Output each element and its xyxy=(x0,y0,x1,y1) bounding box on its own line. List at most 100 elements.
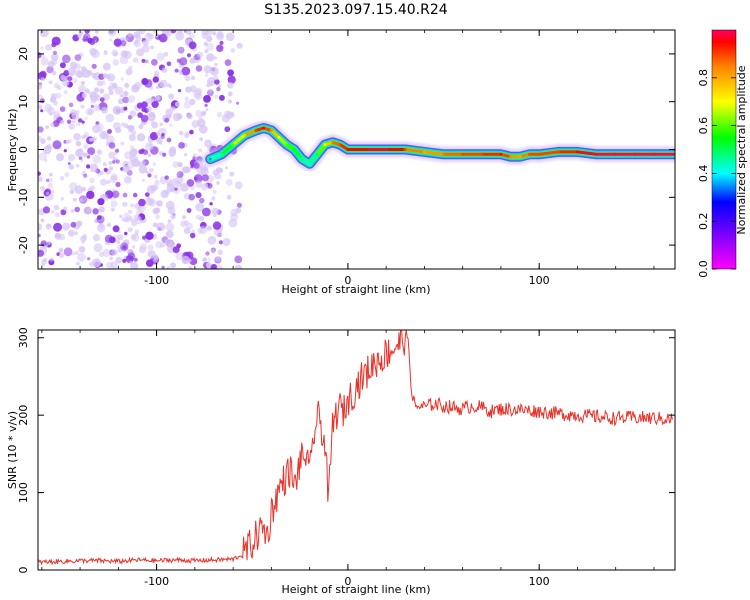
signal-track-point xyxy=(499,152,503,156)
noise-dot xyxy=(216,44,224,52)
noise-dot xyxy=(104,234,113,243)
noise-dot xyxy=(53,204,60,211)
noise-dot xyxy=(174,187,178,191)
noise-dot xyxy=(70,73,74,77)
noise-dot xyxy=(216,86,221,92)
colorbar-frame xyxy=(711,29,737,270)
noise-dot xyxy=(154,175,158,179)
noise-dot xyxy=(113,51,119,57)
noise-dot xyxy=(81,92,88,99)
noise-dot xyxy=(145,97,153,104)
noise-dot xyxy=(145,259,154,268)
noise-dot xyxy=(138,165,148,174)
noise-dot xyxy=(165,108,173,117)
noise-dot xyxy=(176,58,181,63)
noise-dot xyxy=(98,251,105,258)
noise-dot xyxy=(225,179,233,186)
noise-dot xyxy=(102,248,112,258)
noise-dot xyxy=(99,170,104,176)
noise-dot xyxy=(227,91,233,97)
noise-dot xyxy=(77,118,83,123)
noise-dot xyxy=(53,110,61,118)
noise-dot xyxy=(121,217,126,222)
signal-track-point xyxy=(423,150,426,154)
noise-dot xyxy=(40,185,45,191)
noise-dot xyxy=(178,142,185,149)
noise-dot xyxy=(38,233,41,238)
noise-dot xyxy=(96,223,106,233)
noise-dot xyxy=(166,266,170,269)
noise-dot xyxy=(122,245,127,250)
noise-dot xyxy=(191,229,196,234)
noise-dot xyxy=(178,69,182,73)
noise-dot xyxy=(218,94,225,101)
noise-dot xyxy=(74,185,84,194)
noise-dot xyxy=(203,41,208,47)
signal-track-segment xyxy=(422,150,445,156)
y-tick-label: 100 xyxy=(17,482,30,503)
noise-dot xyxy=(200,111,206,117)
noise-dot xyxy=(195,65,203,72)
y-tick-label: 200 xyxy=(17,405,30,426)
noise-dot xyxy=(213,94,218,99)
noise-dot xyxy=(70,209,75,213)
noise-dot xyxy=(108,151,116,159)
signal-track-point xyxy=(331,140,334,144)
noise-dot xyxy=(77,34,82,39)
noise-dot xyxy=(38,171,41,176)
noise-dot xyxy=(225,111,234,119)
noise-dot xyxy=(186,179,195,187)
noise-dot xyxy=(177,46,185,54)
colorbar-tick-label: 0.6 xyxy=(697,117,710,135)
noise-dot xyxy=(99,97,105,103)
noise-dot xyxy=(107,129,112,134)
noise-dot xyxy=(175,30,182,34)
noise-dot xyxy=(127,227,133,233)
noise-dot xyxy=(141,44,150,53)
noise-dot xyxy=(72,197,77,202)
noise-dot xyxy=(58,252,65,258)
noise-dot xyxy=(86,90,91,94)
signal-track-point xyxy=(220,152,224,156)
signal-track-segment xyxy=(269,128,281,139)
noise-dot xyxy=(167,219,172,223)
noise-dot xyxy=(158,127,167,137)
noise-dot xyxy=(218,240,223,245)
noise-dot xyxy=(207,80,214,87)
noise-dot xyxy=(214,62,218,67)
noise-dot xyxy=(186,30,192,35)
noise-dot xyxy=(156,222,166,232)
signal-track-segment xyxy=(499,152,512,159)
signal-track-point xyxy=(243,133,247,137)
noise-dot xyxy=(201,32,208,39)
noise-dot xyxy=(115,148,120,153)
noise-dot xyxy=(120,94,124,98)
noise-dot xyxy=(70,109,77,116)
noise-dot xyxy=(85,108,94,116)
noise-dot xyxy=(171,216,175,220)
noise-dot xyxy=(114,86,124,95)
signal-track-point xyxy=(633,152,637,156)
noise-dot xyxy=(222,238,231,246)
noise-dot xyxy=(192,89,202,99)
noise-dot xyxy=(166,61,172,67)
noise-dot xyxy=(115,181,121,188)
noise-dot xyxy=(41,259,47,265)
noise-dot xyxy=(155,241,163,249)
noise-dot xyxy=(120,141,125,146)
signal-track-point xyxy=(323,143,327,147)
noise-dot xyxy=(236,42,243,49)
noise-dot xyxy=(130,203,134,208)
noise-dot xyxy=(91,63,97,69)
noise-dot xyxy=(144,32,153,42)
noise-dot xyxy=(215,167,223,174)
noise-dot xyxy=(190,165,194,169)
noise-dot xyxy=(62,222,70,231)
noise-dot xyxy=(149,111,155,118)
noise-dot xyxy=(64,172,70,178)
noise-dot xyxy=(98,206,105,213)
noise-dot xyxy=(109,175,118,184)
noise-dot xyxy=(38,176,43,182)
noise-dot xyxy=(204,139,212,148)
noise-dot xyxy=(99,88,105,94)
